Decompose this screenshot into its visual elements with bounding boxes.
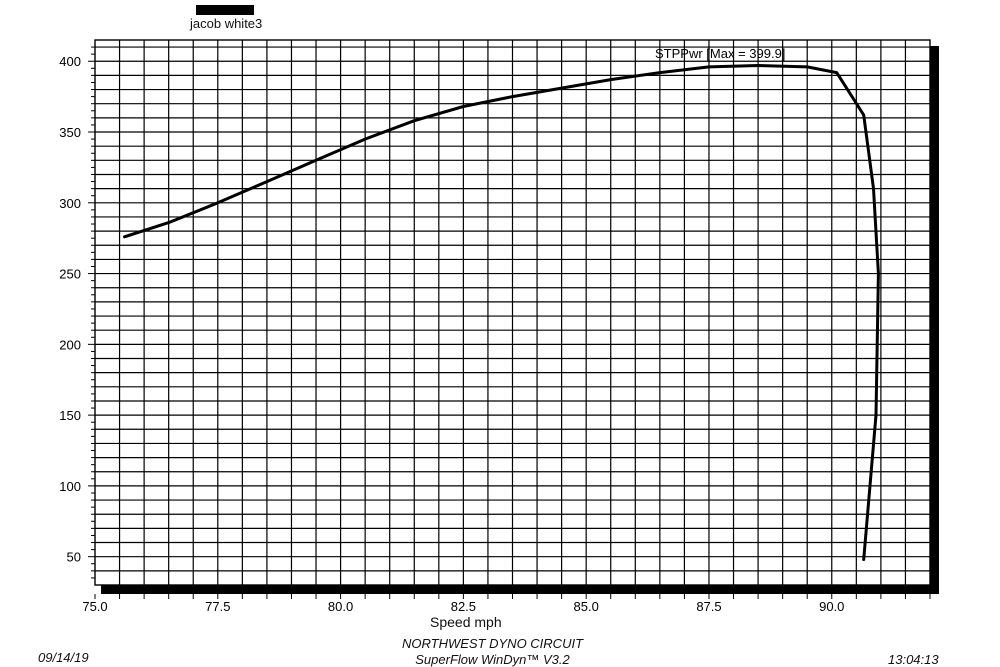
y-tick-label: 300 bbox=[59, 196, 81, 211]
y-tick-label: 400 bbox=[59, 54, 81, 69]
footer-software: SuperFlow WinDyn™ V3.2 bbox=[415, 652, 570, 667]
frame-shadow-right bbox=[930, 46, 939, 594]
series-layer bbox=[123, 64, 880, 561]
x-tick-label: 90.0 bbox=[819, 599, 844, 614]
grid bbox=[95, 40, 930, 585]
y-tick-label: 350 bbox=[59, 125, 81, 140]
footer-time: 13:04:13 bbox=[888, 652, 939, 667]
tick-labels: 50 100 150 200 250 300 350 400 75.0 77.5 80.0 82.5 8… bbox=[59, 54, 844, 614]
x-tick-label: 77.5 bbox=[205, 599, 230, 614]
y-tick-label: 250 bbox=[59, 267, 81, 282]
plot-frame bbox=[94, 39, 939, 594]
x-tick-label: 87.5 bbox=[696, 599, 721, 614]
footer-title: NORTHWEST DYNO CIRCUIT bbox=[401, 636, 584, 651]
x-tick-label: 85.0 bbox=[574, 599, 599, 614]
axis-ticks bbox=[88, 46, 931, 599]
footer-date: 09/14/19 bbox=[38, 650, 89, 665]
x-tick-label: 75.0 bbox=[82, 599, 107, 614]
series-line-stppwr bbox=[123, 64, 880, 561]
y-tick-label: 200 bbox=[59, 337, 81, 352]
y-tick-label: 100 bbox=[59, 479, 81, 494]
y-tick-label: 50 bbox=[67, 550, 81, 565]
y-tick-label: 150 bbox=[59, 408, 81, 423]
frame-shadow-bottom bbox=[101, 585, 939, 594]
x-axis-label: Speed mph bbox=[430, 614, 502, 630]
x-tick-label: 82.5 bbox=[451, 599, 476, 614]
legend-swatch bbox=[196, 5, 254, 15]
max-annotation: STPPwr [Max = 399.9] bbox=[655, 46, 785, 61]
legend-label: jacob white3 bbox=[190, 16, 263, 31]
x-tick-label: 80.0 bbox=[328, 599, 353, 614]
